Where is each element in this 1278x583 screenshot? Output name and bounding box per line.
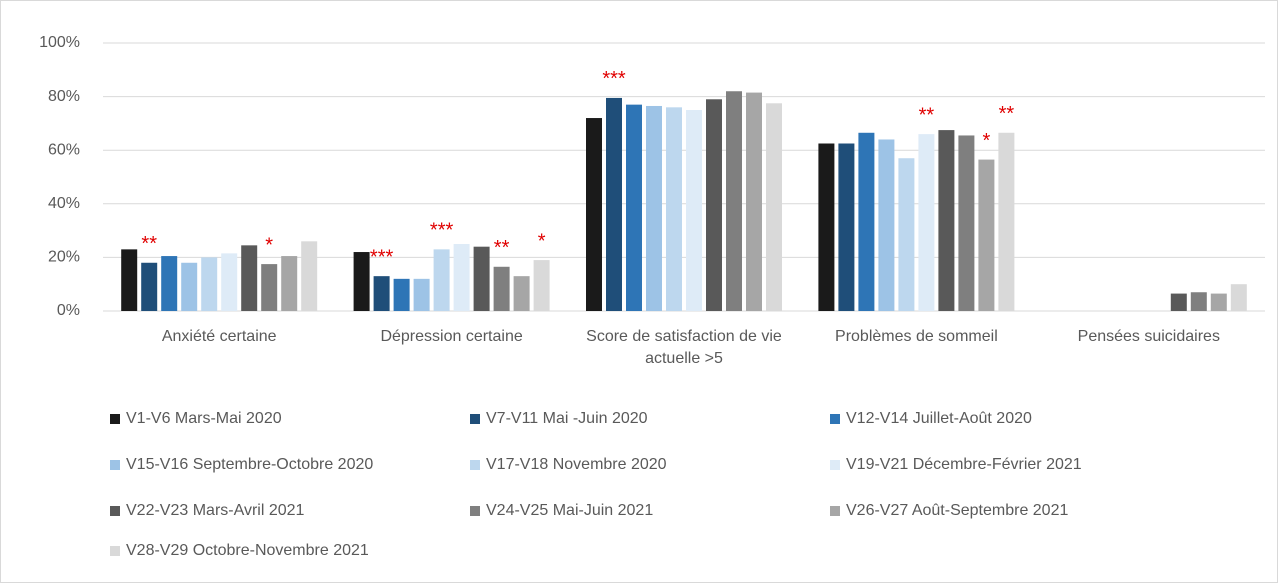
bar xyxy=(393,278,410,311)
x-tick-label: Problèmes de sommeil xyxy=(835,328,998,345)
significance-mark: ** xyxy=(999,103,1015,125)
bar xyxy=(766,103,782,311)
legend-swatch xyxy=(110,506,120,516)
y-tick-label: 0% xyxy=(57,302,80,319)
bar xyxy=(938,130,955,311)
legend-swatch xyxy=(110,546,120,556)
significance-mark: * xyxy=(538,230,546,252)
y-tick-label: 100% xyxy=(39,34,80,51)
y-tick-label: 60% xyxy=(48,141,80,158)
legend-label: V26-V27 Août-Septembre 2021 xyxy=(846,502,1068,519)
bar xyxy=(918,134,935,311)
y-tick-label: 20% xyxy=(48,249,80,266)
bar xyxy=(201,257,218,311)
legend-swatch xyxy=(110,460,120,470)
bar xyxy=(161,256,178,311)
bar xyxy=(121,249,138,311)
bar xyxy=(413,278,430,311)
legend-label: V28-V29 Octobre-Novembre 2021 xyxy=(126,542,369,559)
bar xyxy=(221,253,238,311)
legend-label: V24-V25 Mai-Juin 2021 xyxy=(486,502,653,519)
bar xyxy=(261,264,278,311)
bar xyxy=(1190,292,1207,311)
bar xyxy=(1170,293,1187,311)
significance-mark: *** xyxy=(602,68,626,90)
bar xyxy=(898,158,915,311)
y-tick-label: 40% xyxy=(48,195,80,212)
bar xyxy=(998,132,1015,311)
bar xyxy=(838,143,855,311)
bar xyxy=(433,249,450,311)
legend-swatch xyxy=(830,460,840,470)
legend-swatch xyxy=(470,414,480,424)
legend-label: V12-V14 Juillet-Août 2020 xyxy=(846,410,1032,427)
significance-mark: ** xyxy=(494,237,510,259)
legend-label: V1-V6 Mars-Mai 2020 xyxy=(126,410,282,427)
legend-label: V22-V23 Mars-Avril 2021 xyxy=(126,502,305,519)
bar xyxy=(281,256,298,311)
bar xyxy=(858,132,875,311)
bar xyxy=(301,241,318,311)
bar xyxy=(181,262,198,311)
bar xyxy=(606,97,622,311)
legend-swatch xyxy=(470,506,480,516)
bar xyxy=(373,276,390,311)
bar xyxy=(586,118,602,311)
legend-label: V15-V16 Septembre-Octobre 2020 xyxy=(126,456,373,473)
legend-swatch xyxy=(830,414,840,424)
bar xyxy=(666,107,682,311)
bar xyxy=(978,159,995,311)
significance-mark: *** xyxy=(430,220,454,242)
significance-mark: *** xyxy=(370,246,394,268)
legend-label: V7-V11 Mai -Juin 2020 xyxy=(486,410,648,427)
bar xyxy=(1230,284,1247,311)
bar xyxy=(626,104,642,311)
bar xyxy=(726,91,742,312)
x-tick-label: Dépression certaine xyxy=(380,328,523,345)
bar xyxy=(706,99,722,311)
bar xyxy=(453,244,470,311)
bar xyxy=(686,110,702,311)
bar xyxy=(878,139,895,311)
x-tick-label: Anxiété certaine xyxy=(161,328,277,345)
x-tick-label: Score de satisfaction de vie actuelle >5 xyxy=(586,328,782,367)
bar xyxy=(353,252,370,311)
significance-mark: ** xyxy=(919,104,935,126)
bar xyxy=(818,143,835,311)
legend-label: V19-V21 Décembre-Février 2021 xyxy=(846,456,1082,473)
bar xyxy=(533,260,550,311)
bar xyxy=(646,105,662,311)
bar xyxy=(513,276,530,311)
legend-swatch xyxy=(830,506,840,516)
significance-mark: * xyxy=(265,234,273,256)
bar xyxy=(141,262,158,311)
significance-mark: * xyxy=(983,130,991,152)
bar xyxy=(746,92,762,311)
legend-swatch xyxy=(470,460,480,470)
bar xyxy=(241,245,258,311)
legend-label: V17-V18 Novembre 2020 xyxy=(486,456,667,473)
significance-mark: ** xyxy=(141,233,157,255)
bar xyxy=(493,266,510,311)
bar xyxy=(473,246,490,311)
bar xyxy=(958,135,975,311)
legend-swatch xyxy=(110,414,120,424)
bar xyxy=(1210,293,1227,311)
y-tick-label: 80% xyxy=(48,88,80,105)
x-tick-label: Pensées suicidaires xyxy=(1077,328,1220,345)
